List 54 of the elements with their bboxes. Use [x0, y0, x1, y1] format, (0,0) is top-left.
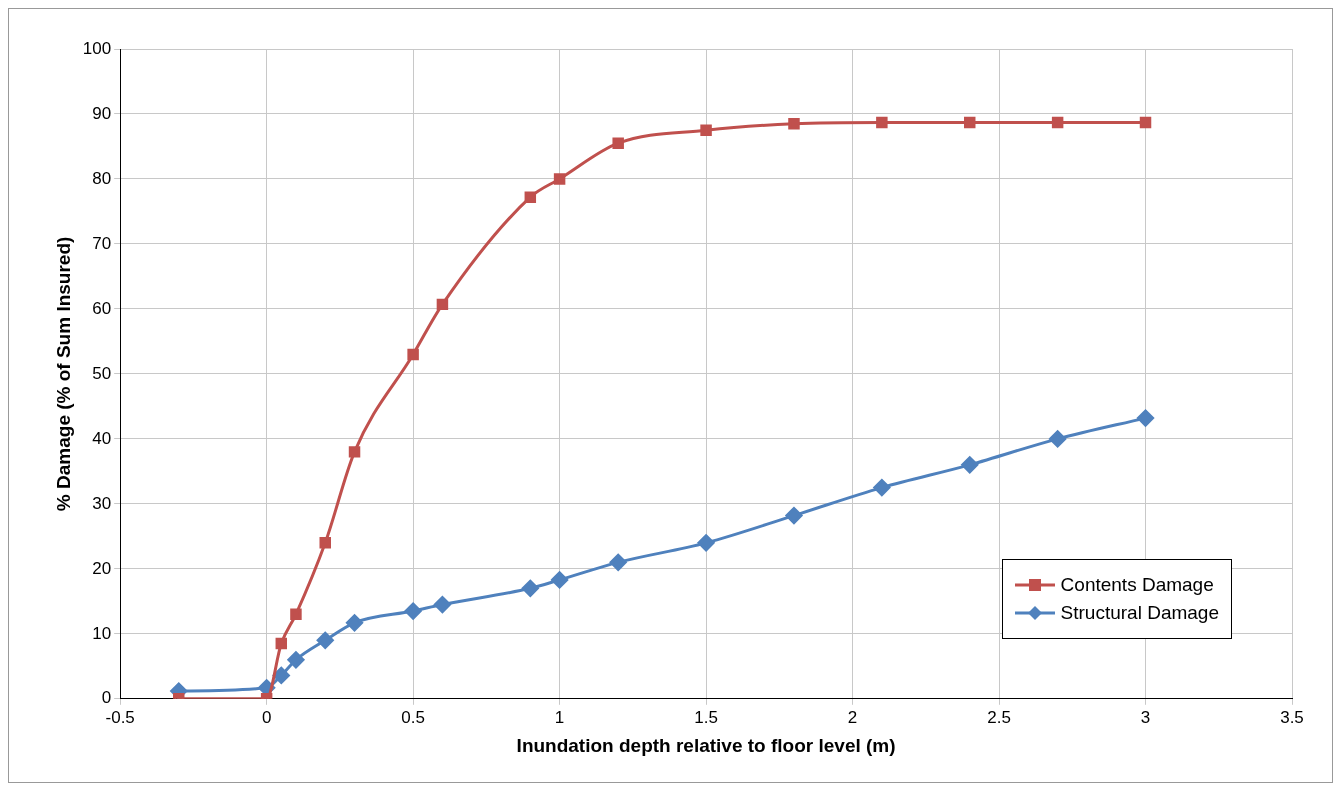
point [1051, 116, 1064, 129]
point [1139, 116, 1152, 129]
point [287, 651, 305, 669]
x-tick-label: 1.5 [694, 707, 718, 727]
legend-label: Structural Damage [1060, 601, 1219, 624]
point [612, 137, 624, 149]
x-tick-label: 2.5 [987, 707, 1011, 727]
point [524, 191, 537, 203]
point [551, 571, 569, 589]
y-tick-label: 70 [92, 233, 112, 253]
y-tick-label: 50 [92, 363, 112, 383]
point [1137, 409, 1155, 427]
x-tick-label: 3.5 [1280, 707, 1304, 727]
y-tick-label: 0 [101, 688, 112, 708]
point [407, 348, 419, 361]
point [348, 446, 361, 458]
point [700, 124, 712, 136]
point [961, 456, 979, 474]
y-tick-label: 80 [92, 168, 112, 188]
y-tick-label: 30 [92, 493, 112, 513]
point [873, 479, 891, 497]
y-tick-label: 10 [92, 623, 112, 643]
point [1049, 430, 1067, 448]
point [404, 602, 422, 620]
x-tick-label: 0 [261, 707, 272, 727]
x-axis-title: Inundation depth relative to floor level (m) [516, 734, 896, 756]
point [433, 596, 451, 614]
point [316, 631, 334, 649]
y-tick-label: 100 [82, 38, 112, 58]
point [275, 637, 288, 650]
point [964, 116, 976, 129]
point [609, 553, 627, 571]
y-tick-label: 90 [92, 103, 112, 123]
point [272, 666, 290, 684]
y-tick-label: 40 [92, 428, 112, 448]
y-axis-title: % Damage (% of Sum Insured) [52, 236, 74, 512]
point [319, 537, 331, 549]
point [785, 507, 803, 525]
point [788, 117, 800, 130]
point [436, 298, 449, 311]
x-tick-label: -0.5 [105, 707, 135, 727]
x-tick-label: 1 [554, 707, 565, 727]
legend-label: Contents Damage [1060, 573, 1214, 596]
point [346, 614, 364, 632]
x-tick-label: 0.5 [401, 707, 425, 727]
point [521, 579, 539, 597]
x-tick-label: 3 [1140, 707, 1151, 727]
x-tick-label: 2 [847, 707, 858, 727]
point [697, 534, 715, 552]
point [876, 116, 888, 129]
point [290, 608, 302, 621]
point [553, 173, 566, 185]
y-tick-label: 60 [92, 298, 112, 318]
y-tick-label: 20 [92, 558, 112, 578]
